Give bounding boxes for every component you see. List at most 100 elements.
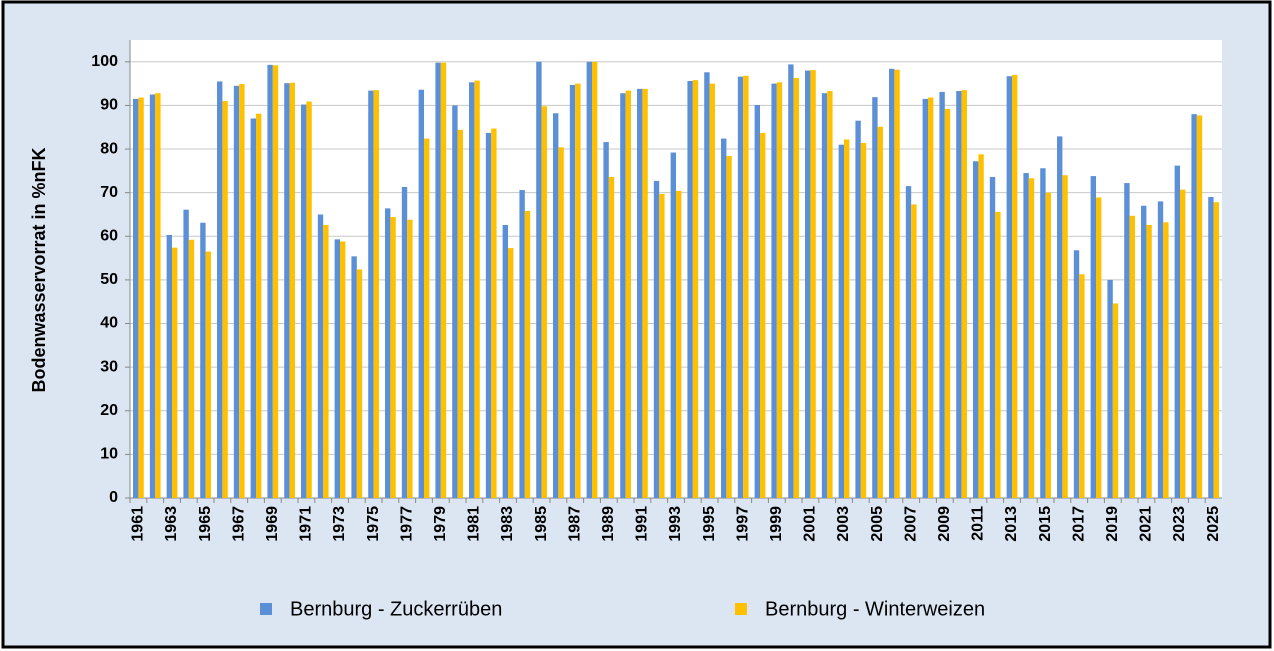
bar — [373, 90, 379, 499]
bar — [469, 82, 475, 498]
bar — [905, 186, 912, 498]
x-tick-label: 1987 — [566, 506, 583, 542]
x-tick-label: 1993 — [667, 506, 684, 542]
bar — [1191, 114, 1197, 499]
bar — [670, 152, 676, 498]
y-tick-label: 20 — [100, 402, 118, 419]
bar — [1023, 173, 1029, 499]
bar — [653, 180, 660, 498]
x-tick-label: 2005 — [869, 506, 886, 542]
bar — [771, 83, 777, 498]
bar — [894, 69, 900, 498]
bar — [424, 138, 430, 498]
bar — [1062, 175, 1068, 498]
bar — [1057, 136, 1063, 498]
bar — [491, 128, 497, 498]
bar — [233, 85, 240, 499]
bar — [1045, 192, 1051, 498]
bar — [440, 62, 447, 498]
bar — [485, 132, 492, 498]
bar — [911, 204, 917, 499]
y-tick-label: 80 — [100, 140, 118, 157]
bar — [603, 142, 609, 498]
bar — [558, 147, 564, 498]
bar — [754, 104, 760, 499]
bar — [620, 93, 626, 498]
bar — [155, 93, 161, 498]
bar — [368, 90, 374, 499]
bar — [536, 61, 542, 499]
bar — [205, 251, 211, 498]
bar — [390, 217, 396, 499]
bar — [575, 83, 581, 498]
x-tick-label: 1977 — [398, 506, 415, 542]
bar — [1124, 183, 1130, 498]
bar — [272, 65, 279, 499]
bar — [827, 91, 833, 498]
bar — [502, 224, 508, 498]
bar — [188, 239, 195, 498]
bar — [1157, 201, 1164, 498]
x-tick-label: 2025 — [1205, 506, 1222, 542]
bar — [805, 70, 811, 499]
bar — [1146, 224, 1152, 498]
bar — [1129, 215, 1135, 498]
x-tick-label: 1997 — [734, 506, 751, 542]
x-tick-label: 1969 — [264, 506, 281, 542]
bar — [407, 219, 413, 498]
bar — [676, 190, 682, 498]
bar — [267, 64, 273, 498]
x-tick-label: 1983 — [499, 506, 516, 542]
x-tick-label: 2007 — [902, 506, 919, 542]
x-tick-label: 2021 — [1138, 506, 1155, 542]
bar — [944, 108, 951, 499]
bar — [1006, 76, 1012, 499]
y-axis-label: Bodenwasservorrat in %nFK — [29, 147, 49, 392]
bar — [659, 193, 665, 499]
bar — [586, 61, 592, 499]
bar — [1112, 303, 1119, 498]
bar — [435, 62, 441, 498]
bar — [301, 104, 307, 499]
bar — [1040, 168, 1046, 499]
bar — [457, 129, 463, 499]
x-tick-label: 1995 — [701, 506, 718, 542]
legend-swatch — [260, 603, 272, 615]
bar — [200, 222, 206, 499]
bar — [474, 80, 480, 499]
bar — [1107, 279, 1113, 498]
bar — [217, 81, 223, 498]
bar — [356, 269, 363, 498]
bar — [317, 214, 324, 498]
x-tick-label: 2009 — [936, 506, 953, 542]
bar — [239, 84, 245, 498]
x-tick-label: 2003 — [835, 506, 852, 542]
bar — [519, 190, 525, 498]
x-tick-label: 2017 — [1070, 506, 1087, 542]
bar — [166, 234, 172, 498]
bar — [553, 113, 559, 498]
bar — [1208, 197, 1214, 498]
bar — [760, 132, 766, 498]
bar — [877, 126, 883, 498]
x-tick-label: 1961 — [130, 506, 147, 542]
y-tick-label: 30 — [100, 358, 118, 375]
bar — [351, 256, 357, 498]
bar — [1073, 250, 1080, 498]
y-tick-label: 40 — [100, 315, 118, 332]
bar — [256, 113, 262, 499]
bar — [138, 97, 144, 498]
bar — [860, 142, 867, 498]
bar — [855, 120, 861, 498]
bar — [704, 72, 710, 499]
bar — [1163, 222, 1169, 498]
bar — [172, 247, 178, 498]
bar — [844, 139, 850, 499]
x-tick-label: 2011 — [970, 506, 987, 541]
bar — [222, 101, 228, 499]
bar — [637, 88, 643, 498]
bar — [642, 88, 648, 498]
x-tick-label: 2019 — [1104, 506, 1121, 542]
legend-label: Bernburg - Zuckerrüben — [290, 598, 502, 620]
bar — [1012, 74, 1018, 499]
